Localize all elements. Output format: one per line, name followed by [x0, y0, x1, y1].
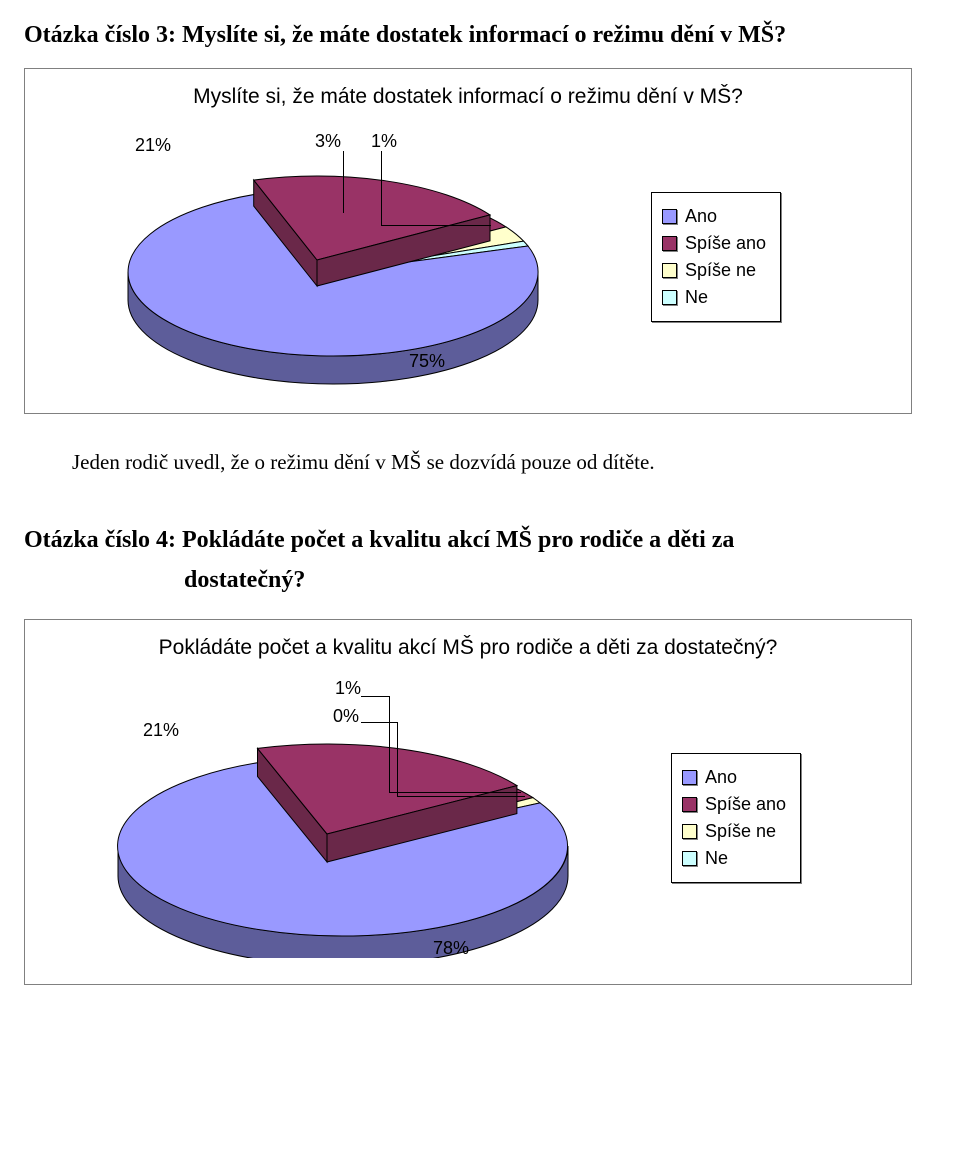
chart2-legend-ne: Ne — [682, 845, 786, 872]
legend-label: Spíše ano — [705, 791, 786, 818]
chart2-legend: Ano Spíše ano Spíše ne Ne — [671, 753, 801, 883]
chart2-label-spise-ne: 1% — [335, 678, 361, 699]
chart1-label-ne: 1% — [371, 131, 397, 152]
chart1-label-spise-ano: 21% — [135, 135, 171, 156]
swatch-ano — [662, 209, 677, 224]
chart2-title: Pokládáte počet a kvalitu akcí MŠ pro ro… — [37, 636, 899, 660]
chart2-label-ano: 78% — [433, 938, 469, 959]
chart1-label-ano: 75% — [409, 351, 445, 372]
legend-label: Ne — [705, 845, 728, 872]
chart2-legend-spise-ano: Spíše ano — [682, 791, 786, 818]
swatch-spise-ne — [662, 263, 677, 278]
swatch-spise-ano — [682, 797, 697, 812]
chart1-legend-spise-ne: Spíše ne — [662, 257, 766, 284]
legend-label: Ne — [685, 284, 708, 311]
chart2-legend-spise-ne: Spíše ne — [682, 818, 786, 845]
swatch-spise-ano — [662, 236, 677, 251]
swatch-ne — [682, 851, 697, 866]
chart1-legend-ne: Ne — [662, 284, 766, 311]
question4-line2: dostatečný? — [184, 561, 305, 601]
swatch-ne — [662, 290, 677, 305]
chart1-pie-svg — [53, 127, 613, 387]
chart1-label-spise-ne: 3% — [315, 131, 341, 152]
paragraph-1: Jeden rodič uvedl, že o režimu dění v MŠ… — [72, 448, 936, 477]
chart1-legend: Ano Spíše ano Spíše ne Ne — [651, 192, 781, 322]
swatch-spise-ne — [682, 824, 697, 839]
chart2-area: 21% 1% 0% 78% Ano Spíše ano Spíš — [37, 678, 899, 958]
swatch-ano — [682, 770, 697, 785]
chart1-legend-spise-ano: Spíše ano — [662, 230, 766, 257]
question4-heading: Otázka číslo 4: Pokládáte počet a kvalit… — [24, 521, 936, 600]
chart2-pie: 21% 1% 0% 78% — [53, 678, 633, 958]
chart1-container: Myslíte si, že máte dostatek informací o… — [24, 68, 912, 414]
legend-label: Spíše ano — [685, 230, 766, 257]
chart1-legend-ano: Ano — [662, 203, 766, 230]
chart1-area: 21% 3% 1% 75% Ano Spíše ano Spíše ne — [37, 127, 899, 387]
chart2-container: Pokládáte počet a kvalitu akcí MŠ pro ro… — [24, 619, 912, 985]
chart1-title: Myslíte si, že máte dostatek informací o… — [37, 85, 899, 109]
chart2-label-ne: 0% — [333, 706, 359, 727]
chart2-legend-ano: Ano — [682, 764, 786, 791]
legend-label: Ano — [705, 764, 737, 791]
chart2-label-spise-ano: 21% — [143, 720, 179, 741]
legend-label: Spíše ne — [685, 257, 756, 284]
chart1-pie: 21% 3% 1% 75% — [53, 127, 613, 387]
legend-label: Ano — [685, 203, 717, 230]
legend-label: Spíše ne — [705, 818, 776, 845]
question4-line1: Otázka číslo 4: Pokládáte počet a kvalit… — [24, 527, 734, 553]
question3-heading: Otázka číslo 3: Myslíte si, že máte dost… — [24, 20, 936, 50]
